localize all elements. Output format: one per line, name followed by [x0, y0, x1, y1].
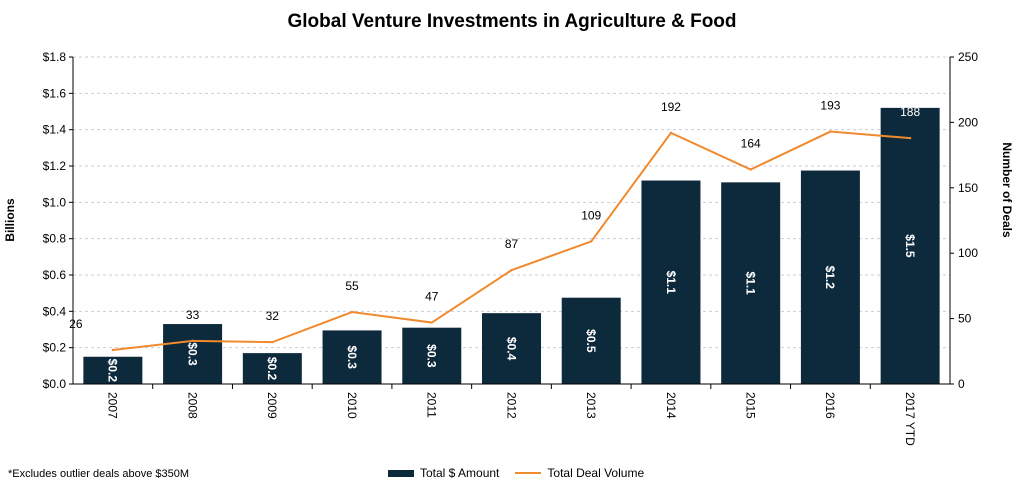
bar — [242, 353, 302, 384]
line-data-label: 47 — [425, 290, 439, 304]
x-tick-label: 2008 — [185, 392, 199, 419]
y-tick-label-right: 50 — [958, 312, 972, 326]
y-tick-label-left: $0.4 — [43, 304, 67, 318]
line-data-label: 164 — [741, 136, 761, 150]
y-tick-label-left: $0.0 — [43, 377, 67, 391]
line-data-label: 109 — [581, 208, 601, 222]
bar — [163, 324, 223, 384]
y-tick-label-right: 100 — [958, 246, 978, 260]
line-data-label: 26 — [69, 317, 83, 331]
y-axis-label-left: Billions — [3, 198, 17, 242]
y-tick-label-left: $0.8 — [43, 232, 67, 246]
y-tick-label-left: $0.2 — [43, 341, 67, 355]
bar-data-label: $1.5 — [903, 234, 917, 258]
line-series: 26 33 32 55 47 87 109 192 164 193 188 — [69, 99, 920, 352]
bar-data-label: $1.1 — [743, 271, 757, 295]
bar-series: $0.2 $0.3 $0.2 $0.3 $0.3 $0.4 $0.5 $1.1 $1.1 $1.2… — [83, 107, 940, 384]
line-point — [590, 240, 593, 243]
y-axis-label-right: Number of Deals — [1000, 142, 1014, 238]
legend-label-amount: Total $ Amount — [420, 466, 500, 480]
line-data-label: 193 — [820, 99, 840, 113]
x-tick-label: 2017 YTD — [903, 392, 917, 446]
y-tick-label-right: 200 — [958, 115, 978, 129]
x-tick-label: 2015 — [743, 392, 757, 419]
x-tick-label: 2009 — [265, 392, 279, 419]
x-tick-label: 2014 — [664, 392, 678, 419]
line-point — [749, 168, 752, 171]
footnote: *Excludes outlier deals above $350M — [8, 468, 190, 480]
line-point — [350, 310, 354, 314]
bar-data-label: $1.2 — [823, 266, 837, 290]
x-tick-label: 2011 — [425, 392, 439, 418]
x-tick-label: 2016 — [823, 392, 837, 419]
legend-item-volume: Total Deal Volume — [515, 466, 644, 480]
legend-swatch-bar — [388, 469, 414, 477]
axes: $0.0 $0.2 $0.4 $0.6 $0.8 $1.0 $1.2 $1.4 $1.6 $1.8… — [43, 50, 979, 446]
legend: Total $ Amount Total Deal Volume — [388, 466, 660, 480]
y-tick-label-right: 250 — [958, 50, 978, 64]
x-tick-label: 2010 — [345, 392, 359, 419]
gridlines — [73, 56, 950, 349]
y-tick-label-left: $0.6 — [43, 268, 67, 282]
line-point — [191, 339, 194, 343]
bar-data-label: $0.3 — [345, 346, 359, 370]
line-point — [111, 348, 115, 352]
bar — [641, 180, 701, 384]
line-data-label: 55 — [345, 279, 359, 293]
x-tick-label: 2013 — [584, 392, 598, 419]
y-tick-label-right: 150 — [958, 181, 978, 195]
line-data-label: 188 — [900, 105, 920, 119]
y-tick-label-left: $1.8 — [43, 50, 67, 64]
bar-data-label: $0.5 — [584, 329, 598, 353]
x-tick-label: 2007 — [106, 392, 120, 419]
bar — [561, 297, 621, 384]
bar-data-label: $0.4 — [504, 337, 518, 361]
bar — [402, 327, 462, 384]
line-data-label: 87 — [505, 237, 519, 251]
y-tick-label-left: $1.0 — [43, 195, 67, 209]
chart-title: Global Venture Investments in Agricultur… — [287, 11, 736, 32]
bar — [880, 107, 940, 384]
y-tick-label-right: 0 — [958, 377, 965, 391]
bar-data-label: $1.1 — [664, 271, 678, 295]
y-tick-label-left: $1.2 — [43, 159, 67, 173]
line-point — [669, 131, 673, 135]
line-data-label: 192 — [661, 100, 681, 114]
bar — [83, 356, 143, 384]
x-tick-label: 2012 — [504, 392, 518, 419]
y-tick-label-left: $1.4 — [43, 123, 67, 137]
line-data-label: 33 — [186, 308, 200, 322]
line-point — [829, 130, 832, 133]
line-point — [908, 136, 912, 140]
line-point — [510, 269, 513, 272]
bar-data-label: $0.2 — [106, 359, 120, 383]
bar — [482, 313, 541, 384]
y-tick-label-left: $1.6 — [43, 86, 67, 100]
bar — [721, 182, 781, 384]
bar — [322, 330, 382, 384]
legend-label-volume: Total Deal Volume — [547, 466, 645, 480]
bar-data-label: $0.3 — [185, 342, 199, 366]
line-point — [430, 321, 433, 324]
bar-data-label: $0.3 — [425, 344, 439, 368]
bar-data-label: $0.2 — [265, 357, 279, 381]
line-data-label: 32 — [266, 309, 280, 323]
bar — [800, 170, 860, 384]
line-point — [271, 340, 274, 344]
legend-item-amount: Total $ Amount — [388, 466, 499, 480]
legend-swatch-line — [515, 472, 542, 474]
